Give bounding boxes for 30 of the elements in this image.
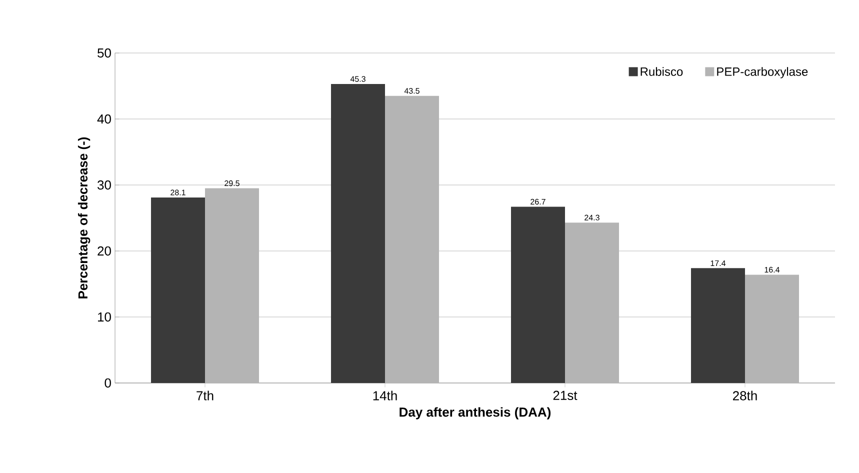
x-tick-label: 21st: [553, 390, 578, 400]
x-tick-label: 28th: [733, 390, 757, 400]
data-label: 29.5: [224, 180, 240, 186]
bar: [690, 268, 745, 383]
x-tick-label: 14th: [373, 390, 397, 400]
y-tick-label: 20: [98, 246, 111, 256]
bar: [205, 188, 260, 383]
data-label: 16.4: [764, 266, 780, 273]
legend-label: PEP-carboxylase: [717, 67, 808, 78]
bar: [511, 206, 565, 383]
y-tick-label: 40: [97, 114, 111, 124]
x-tick-label: 7th: [196, 390, 214, 400]
y-tick-label: 10: [98, 312, 111, 322]
bar: [385, 96, 440, 383]
data-label: 24.3: [584, 214, 600, 220]
y-tick-label: 30: [98, 180, 111, 190]
data-label: 45.3: [350, 76, 366, 82]
y-tick-label: 50: [98, 48, 111, 58]
data-label: 26.7: [530, 198, 546, 205]
data-label: 17.4: [710, 260, 726, 266]
bar: [745, 274, 799, 383]
bar: [151, 198, 206, 383]
data-label: 43.5: [404, 88, 420, 94]
y-axis-title: Percentage of decrease (-): [78, 137, 90, 298]
bar: [565, 222, 619, 383]
legend-label: Rubisco: [640, 67, 683, 76]
x-axis-title: Day after anthesis (DAA): [400, 407, 551, 420]
y-tick-label: 0: [104, 378, 111, 388]
data-label: 28.1: [170, 190, 186, 196]
bar: [331, 84, 385, 383]
